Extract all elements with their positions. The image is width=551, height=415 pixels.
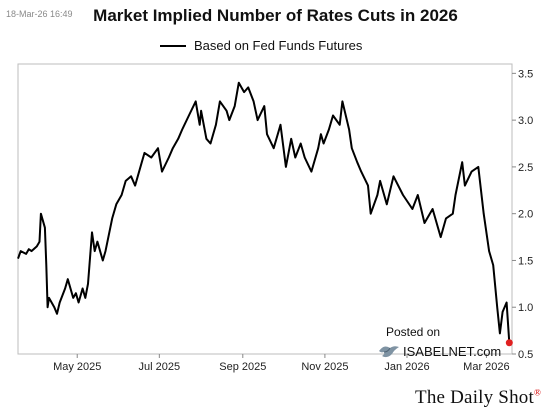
x-tick-label: Jul 2025 — [139, 361, 181, 373]
timestamp: 18-Mar-26 16:49 — [6, 9, 73, 19]
y-tick-label: 2.5 — [518, 162, 533, 174]
isabelnet-watermark: ISABELNET.com — [378, 342, 501, 360]
bird-logo-icon — [379, 346, 399, 358]
x-tick-label: Sep 2025 — [219, 361, 266, 373]
legend-label: Based on Fed Funds Futures — [194, 38, 363, 53]
plot-frame — [17, 63, 513, 355]
legend-swatch — [160, 44, 186, 47]
series-line — [17, 81, 511, 343]
chart-title: Market Implied Number of Rates Cuts in 2… — [93, 6, 458, 25]
brand-mark: ® — [533, 387, 541, 398]
posted-on-text: Posted on — [386, 325, 441, 339]
y-tick-label: 2.0 — [518, 209, 533, 221]
y-tick-label: 1.0 — [518, 302, 533, 314]
x-tick-label: May 2025 — [53, 361, 101, 373]
daily-shot-logo: The Daily Shot® — [415, 387, 541, 409]
y-tick-label: 0.5 — [518, 349, 533, 361]
last-point-marker — [505, 339, 513, 347]
x-tick-label: Nov 2025 — [301, 361, 348, 373]
isabelnet-site: ISABELNET.com — [403, 343, 502, 359]
x-tick-label: Jan 2026 — [384, 361, 429, 373]
y-tick-label: 1.5 — [518, 255, 533, 267]
legend: Based on Fed Funds Futures — [160, 38, 362, 53]
brand-name: The Daily Shot — [415, 387, 534, 408]
y-tick-label: 3.0 — [518, 115, 533, 127]
y-tick-label: 3.5 — [518, 68, 533, 80]
x-tick-label: Mar 2026 — [463, 361, 509, 373]
